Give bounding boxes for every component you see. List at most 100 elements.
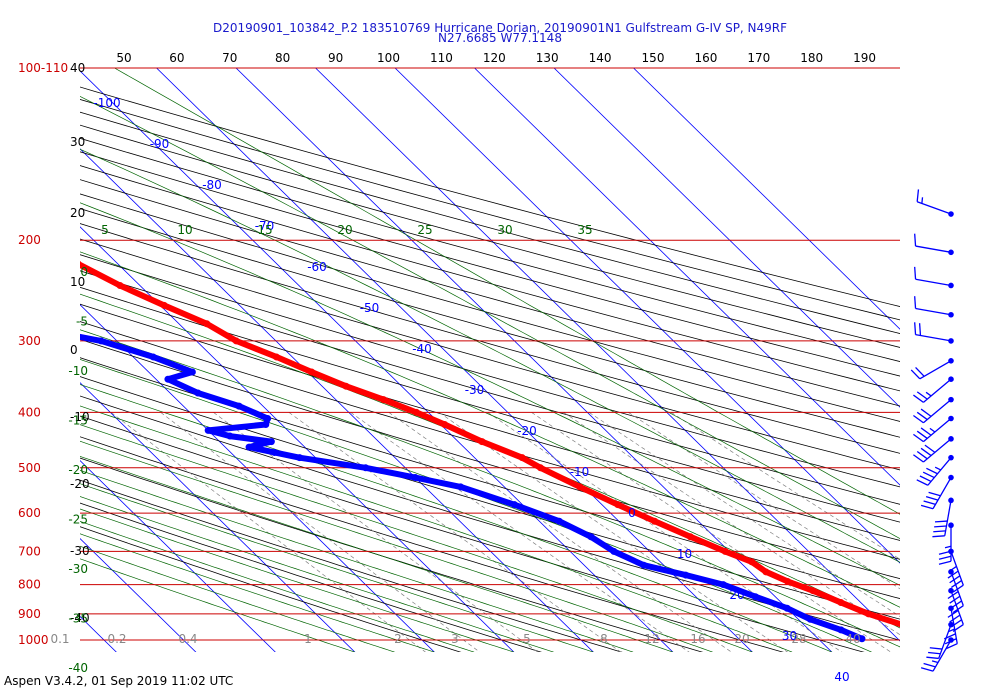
wind-barb-flag: [916, 391, 928, 400]
temperature-profile-point: [576, 483, 584, 491]
dewpoint-profile-point: [751, 593, 759, 601]
mixing-ratio-label: 2: [394, 632, 402, 646]
dewpoint-profile-point: [164, 375, 172, 383]
mixing-ratio-line: [110, 412, 426, 652]
isotherm-line: [80, 226, 515, 652]
moist-adiabat-label: -30: [68, 562, 88, 576]
dry-adiabat-line: [80, 436, 784, 652]
isotherm-label: 30: [782, 629, 797, 643]
wind-barb-flag: [913, 414, 924, 424]
dewpoint-profile-point: [267, 438, 275, 446]
dry-adiabat-line: [80, 238, 900, 471]
wind-barb-flag: [947, 609, 959, 618]
wind-barb-flag: [922, 471, 935, 479]
wind-barb: [920, 637, 954, 672]
dry-adiabat-line: [80, 165, 900, 392]
wind-barb-shaft: [915, 307, 952, 316]
dewpoint-profile-point: [97, 337, 105, 345]
mixing-ratio-label: 40: [845, 632, 860, 646]
wind-barb-shaft: [950, 590, 964, 625]
temperature-profile-point: [762, 568, 770, 576]
moist-adiabat-label: -20: [68, 463, 88, 477]
top-axis-tick-label: 170: [747, 51, 770, 65]
moist-adiabat-line: [80, 508, 515, 652]
dry-adiabat-line: [80, 254, 900, 488]
mixing-ratio-label: 28: [791, 632, 806, 646]
dewpoint-profile-point: [245, 443, 253, 451]
moist-adiabat-line: [80, 440, 713, 652]
temperature-profile-point: [686, 533, 694, 541]
dry-adiabat-line: [80, 208, 900, 438]
dewpoint-profile-point: [806, 615, 814, 623]
temperature-profile-point: [441, 420, 449, 428]
top-axis-tick-label: 150: [642, 51, 665, 65]
dry-adiabat-line: [80, 124, 900, 348]
wind-barb-shaft: [932, 477, 952, 510]
height-label: 0: [70, 343, 78, 357]
isotherm-label: -30: [465, 383, 485, 397]
wind-barb-flag: [913, 433, 924, 443]
moist-adiabat-label: -5: [76, 315, 88, 329]
isotherm-line: [80, 460, 276, 652]
height-label: 10: [70, 275, 85, 289]
temperature-profile-point: [721, 547, 729, 555]
wind-barb-shaft: [950, 608, 958, 644]
dry-adiabat-line: [80, 457, 704, 652]
wind-barb-flag: [915, 366, 925, 377]
moist-adiabat-line: [80, 483, 594, 652]
wind-barb-flag: [947, 570, 959, 579]
temperature-profile-point: [864, 610, 872, 618]
wind-barb-shaft: [927, 457, 952, 486]
moist-adiabat-line: [80, 95, 900, 539]
moist-adiabat-line: [80, 533, 435, 652]
isotherm-line: [80, 537, 197, 652]
moist-adiabat-label: 15: [257, 223, 272, 237]
mixing-ratio-label: 20: [734, 632, 749, 646]
dry-adiabat-line: [80, 286, 900, 523]
dry-adiabat-line: [80, 223, 900, 454]
moist-adiabat-label: -15: [68, 414, 88, 428]
moist-adiabat-label: 25: [417, 223, 432, 237]
temperature-profile-point: [380, 396, 388, 404]
moist-adiabat-line: [80, 148, 900, 563]
isotherm-label: -40: [412, 342, 432, 356]
pressure-label: 800: [18, 578, 41, 592]
height-label: 20: [70, 206, 85, 220]
wind-barb-flag: [916, 450, 928, 460]
wind-barb-half-flag: [948, 628, 955, 633]
dry-adiabat-line: [80, 151, 900, 377]
wind-barb: [910, 357, 954, 380]
wind-barb-shaft: [932, 639, 952, 672]
wind-barb-half-flag: [934, 466, 941, 471]
wind-barb-flag: [920, 667, 934, 672]
temperature-profile-point: [232, 337, 240, 345]
moist-adiabat-line: [80, 405, 793, 652]
moist-adiabat-label: -40: [68, 661, 88, 675]
mixing-ratio-line: [288, 412, 622, 652]
wind-barb-dot: [948, 338, 954, 344]
moist-adiabat-line: [80, 384, 833, 652]
dewpoint-profile-point: [53, 329, 60, 336]
dry-adiabat-line: [80, 338, 900, 580]
moist-adiabat-line: [80, 424, 753, 652]
wind-barb: [947, 548, 964, 593]
isotherm-line: [0, 55, 44, 659]
wind-barb-half-flag: [944, 545, 952, 549]
grid-lines: [0, 55, 900, 659]
height-label: -30: [70, 544, 90, 558]
dewpoint-profile-point: [362, 464, 370, 472]
moist-adiabat-line: [80, 456, 674, 652]
dry-adiabat-line: [80, 111, 900, 334]
wind-barb-flag: [924, 444, 936, 453]
dry-adiabat-line: [80, 376, 900, 620]
wind-barb: [938, 522, 954, 565]
wind-barb-flag: [938, 560, 952, 565]
dewpoint-profile-point: [555, 517, 563, 525]
dewpoint-profile-point: [235, 402, 243, 410]
wind-barb-flag: [920, 408, 932, 417]
moist-adiabat-label: 35: [577, 223, 592, 237]
wind-barb-flag: [914, 322, 917, 335]
top-axis-tick-label: 70: [222, 51, 237, 65]
moist-adiabat-line: [80, 496, 554, 652]
